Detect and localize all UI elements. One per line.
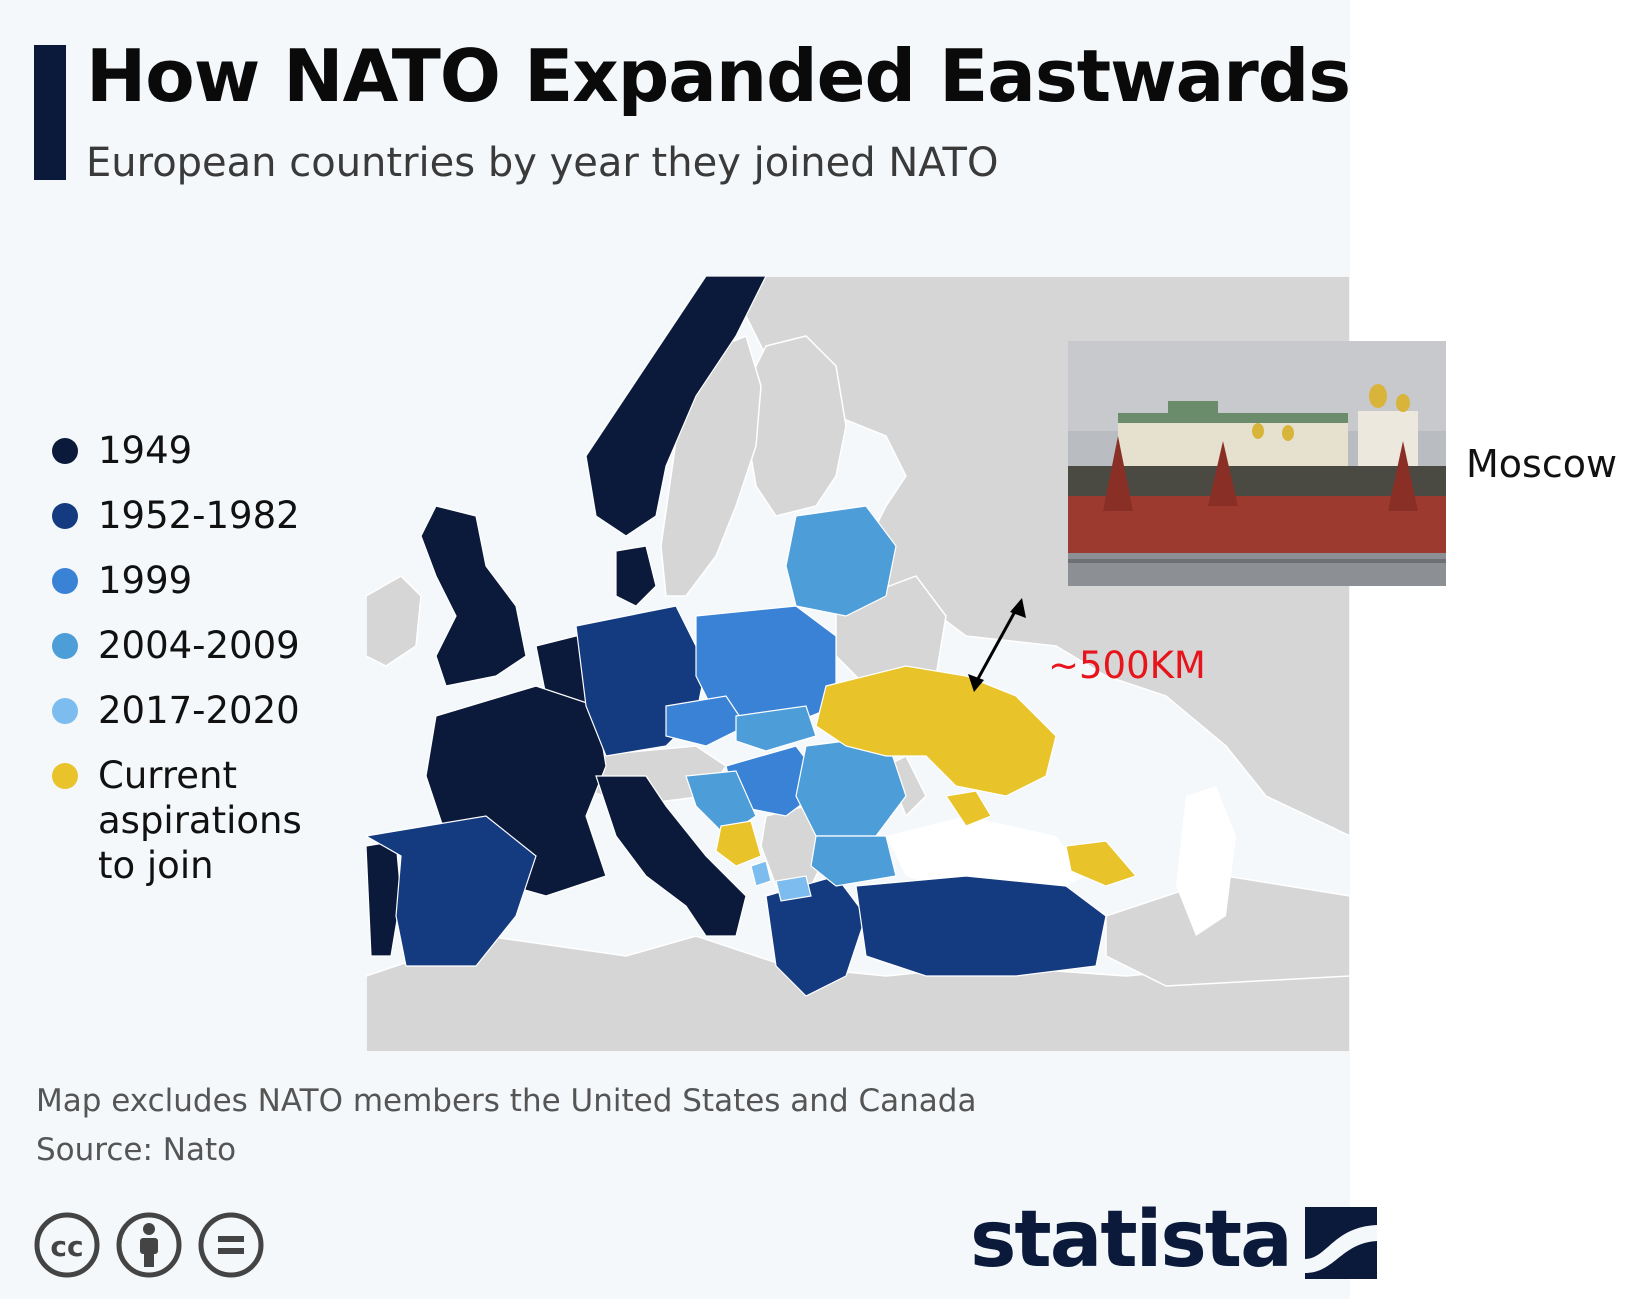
page-title: How NATO Expanded Eastwards (86, 34, 1351, 118)
moscow-label: Moscow (1466, 442, 1618, 486)
bulgaria (810, 835, 897, 887)
uk (420, 505, 527, 687)
aspirants (715, 665, 1138, 887)
black-sea (886, 816, 1086, 896)
legend-label: 1999 (98, 559, 193, 602)
legend-swatch (52, 698, 78, 724)
legend-item: 2017-2020 (52, 688, 318, 733)
legend-swatch (52, 633, 78, 659)
legend-swatch (52, 438, 78, 464)
georgia (1065, 840, 1138, 887)
legend-label: Current aspirations to join (98, 754, 302, 887)
bosnia (715, 820, 762, 867)
no-derivatives-icon[interactable] (198, 1212, 264, 1278)
baltics (785, 505, 897, 617)
spain (366, 815, 537, 967)
norway (585, 276, 767, 537)
legend-label: 1952-1982 (98, 494, 300, 537)
montenegro (750, 860, 772, 887)
legend-item: 1949 (52, 428, 318, 473)
cc-icon[interactable]: cc (34, 1212, 100, 1278)
czechia (665, 695, 747, 747)
members-1949 (366, 276, 767, 957)
portugal (366, 840, 402, 957)
north-macedonia (775, 875, 812, 902)
distance-label: ~500KM (1048, 644, 1206, 687)
caspian-sea (1176, 786, 1236, 936)
statista-mark-icon (1304, 1207, 1377, 1279)
kremlin-photo (1068, 341, 1446, 586)
source-note: Source: Nato (36, 1132, 237, 1168)
members-2004-2009 (685, 505, 907, 887)
distance-arrow (968, 598, 1026, 692)
footnote: Map excludes NATO members the United Sta… (36, 1083, 977, 1119)
turkey (855, 875, 1107, 977)
legend-swatch (52, 503, 78, 529)
statista-logo[interactable]: statista (970, 1195, 1377, 1285)
legend-item: 1952-1982 (52, 493, 318, 538)
crimea (944, 790, 992, 827)
slovakia (735, 705, 817, 752)
legend-label: 2004-2009 (98, 624, 300, 667)
attribution-icon[interactable] (116, 1212, 182, 1278)
poland (695, 605, 837, 727)
finland-land (745, 335, 847, 517)
page-subtitle: European countries by year they joined N… (86, 140, 999, 186)
legend-swatch (52, 763, 78, 789)
italy (595, 775, 747, 937)
legend-swatch (52, 568, 78, 594)
svg-text:cc: cc (50, 1230, 83, 1263)
title-accent-bar (34, 45, 66, 180)
legend-item: 1999 (52, 558, 318, 603)
legend-label: 2017-2020 (98, 689, 300, 732)
legend: 1949 1952-1982 1999 2004-2009 2017-2020 … (52, 428, 318, 908)
denmark (615, 545, 657, 607)
legend-label: 1949 (98, 429, 193, 472)
brand-name: statista (970, 1195, 1293, 1285)
legend-item: 2004-2009 (52, 623, 318, 668)
ireland-land (366, 575, 422, 667)
ukraine (815, 665, 1057, 797)
license-icons: cc (34, 1212, 264, 1278)
legend-item: Current aspirations to join (52, 753, 318, 888)
members-2017-2020 (750, 860, 812, 902)
